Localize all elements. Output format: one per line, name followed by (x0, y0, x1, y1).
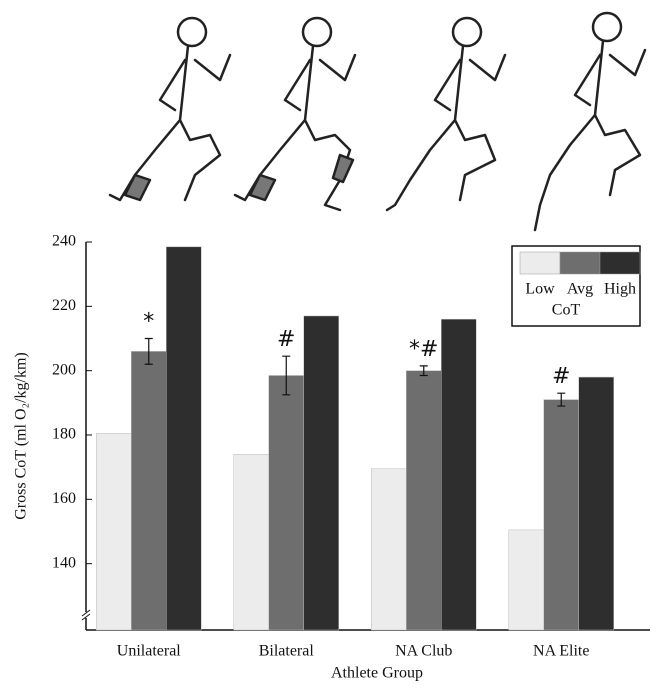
bar (131, 351, 166, 630)
annotation: # (277, 327, 295, 352)
y-tick-label: 140 (52, 554, 76, 571)
legend-label: Low (525, 281, 555, 298)
legend-label: Avg (567, 281, 593, 298)
x-axis-label: Athlete Group (331, 665, 423, 682)
x-tick-label: Bilateral (259, 643, 315, 660)
bar (406, 371, 441, 630)
annotation: *# (409, 337, 438, 362)
x-tick-label: Unilateral (117, 643, 182, 660)
bar (371, 469, 406, 630)
bar (579, 377, 614, 630)
bar (96, 433, 131, 630)
y-tick-label: 160 (52, 490, 76, 507)
annotation: * (143, 310, 154, 335)
y-tick-label: 180 (52, 426, 76, 443)
x-tick-label: NA Club (395, 643, 452, 660)
y-tick-label: 200 (52, 361, 76, 378)
annotation: # (552, 364, 570, 389)
bar (441, 319, 476, 630)
runner-unilateral (110, 18, 230, 200)
bar (166, 247, 201, 630)
legend-label: High (604, 281, 636, 298)
legend-swatch (560, 252, 600, 274)
runner-na-club (387, 18, 505, 210)
y-tick-label: 220 (52, 297, 76, 314)
bar (269, 375, 304, 630)
bar (544, 400, 579, 630)
bar (304, 316, 339, 630)
legend-title: CoT (552, 302, 581, 319)
x-tick-label: NA Elite (533, 643, 589, 660)
legend-swatch (520, 252, 560, 274)
y-tick-label: 240 (52, 233, 76, 250)
bar (234, 454, 269, 630)
bar (509, 530, 544, 630)
y-axis-label: Gross CoT (ml O₂/kg/km) (13, 352, 30, 520)
runner-bilateral (235, 18, 355, 210)
chart: Athlete Group Gross CoT (ml O₂/kg/km) Co… (0, 0, 660, 684)
legend-swatch (600, 252, 640, 274)
runner-na-elite (535, 13, 645, 230)
